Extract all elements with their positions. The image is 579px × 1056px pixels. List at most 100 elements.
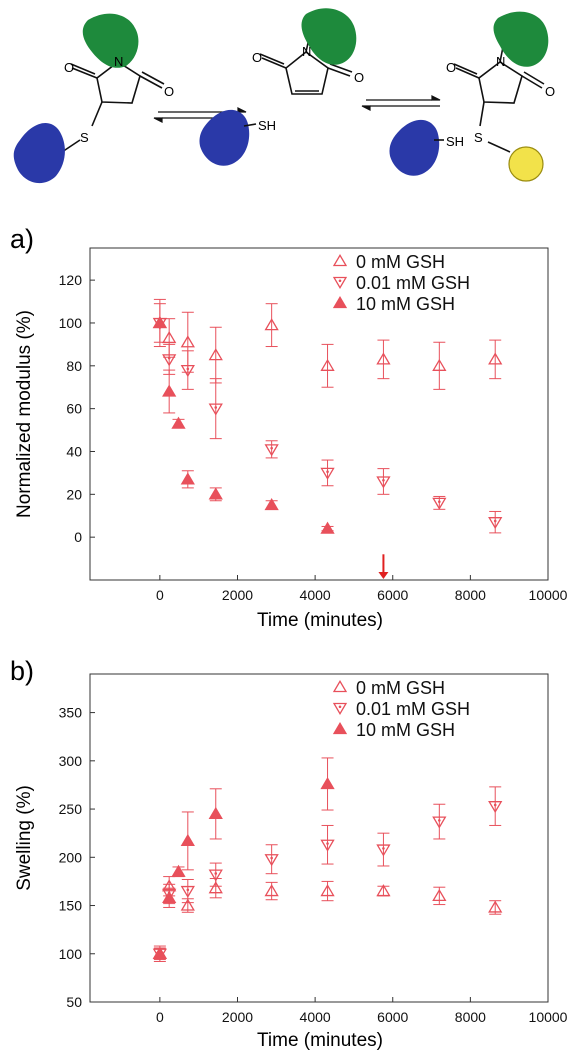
carbonyl-bond-left-1	[71, 67, 98, 79]
annotations-a	[378, 554, 389, 579]
x-axis-label-b: Time (minutes)	[257, 1030, 383, 1051]
series-b-1	[152, 786, 503, 961]
y-ticks-a: 0 20 40 60 80 100 120	[59, 272, 95, 545]
y-tick-label-a-1: 20	[66, 486, 82, 502]
data-point-a-0-8	[488, 352, 503, 365]
x-tick-label-a-4: 8000	[455, 587, 486, 603]
x-tick-label-b-4: 8000	[455, 1009, 486, 1025]
blue-polymer-blob-left	[13, 122, 65, 184]
nitrogen-label-right: N	[496, 54, 505, 69]
y-axis-label-b: Swelling (%)	[14, 785, 35, 891]
data-point-b-0-6	[376, 884, 391, 897]
y-axis-label-a: Normalized modulus (%)	[14, 310, 35, 518]
oxygen-label-right-1: O	[446, 60, 456, 75]
legend-label-a-0: 0 mM GSH	[356, 252, 445, 272]
legend-label-b-0: 0 mM GSH	[356, 678, 445, 698]
s-linker-left	[91, 101, 103, 127]
legend-label-b-1: 0.01 mM GSH	[356, 699, 470, 719]
green-polymer-blob-middle	[301, 8, 357, 65]
panel-label-a: a)	[10, 224, 34, 254]
legend-marker-a-1-dot	[338, 279, 342, 283]
data-point-b-1-5	[320, 839, 335, 852]
panel-label-b: b)	[10, 656, 34, 686]
data-point-b-1-3	[208, 869, 223, 882]
oxygen-label-mid-1: O	[252, 50, 262, 65]
series-a-2	[152, 315, 335, 534]
x-axis-label-a: Time (minutes)	[257, 610, 383, 631]
data-point-a-1-7	[432, 497, 447, 510]
data-point-a-1-2	[180, 364, 195, 378]
x-tick-label-b-2: 4000	[300, 1009, 331, 1025]
y-tick-label-a-6: 120	[59, 272, 83, 288]
blue-polymer-blob-right	[389, 119, 440, 176]
legend-label-b-2: 10 mM GSH	[356, 720, 455, 740]
x-tick-label-b-1: 2000	[222, 1009, 253, 1025]
reaction-scheme: O O N S O O N SH	[13, 8, 555, 184]
x-tick-label-a-0: 0	[156, 587, 164, 603]
data-point-a-0-2	[180, 335, 195, 348]
y-tick-label-a-2: 40	[66, 443, 82, 459]
y-tick-label-a-5: 100	[59, 315, 83, 331]
data-point-b-0-7	[432, 888, 447, 902]
y-tick-label-b-5: 300	[59, 753, 83, 769]
data-point-a-1-1	[162, 354, 177, 367]
nitrogen-label-mid: N	[302, 44, 311, 59]
sulfur-label-left: S	[80, 130, 89, 145]
x-tick-label-a-3: 6000	[377, 587, 408, 603]
legend-label-a-1: 0.01 mM GSH	[356, 273, 470, 293]
data-point-b-1-6-dot	[382, 847, 385, 850]
data-point-b-1-6	[376, 844, 391, 857]
x-tick-label-b-5: 10000	[529, 1009, 568, 1025]
data-point-b-1-8	[488, 801, 503, 814]
thiol-label-mid: SH	[258, 118, 276, 133]
data-point-a-1-3	[208, 403, 223, 416]
legend-marker-b-0	[332, 680, 348, 693]
x-tick-label-a-2: 4000	[300, 587, 331, 603]
data-point-b-2-2	[171, 864, 186, 877]
data-point-b-1-4-dot	[270, 856, 273, 860]
oxygen-label-left-1: O	[64, 60, 74, 75]
plot-frame-a	[89, 247, 549, 581]
data-point-a-0-6	[376, 352, 391, 365]
series-b-0	[152, 876, 503, 962]
legend-marker-b-2	[332, 722, 348, 735]
x-tick-label-b-3: 6000	[377, 1009, 408, 1025]
data-point-a-0-4	[264, 318, 279, 331]
data-point-a-0-7	[432, 358, 447, 371]
x-tick-label-a-1: 2000	[222, 587, 253, 603]
data-point-a-0-1	[162, 330, 177, 344]
data-point-b-0-5	[320, 884, 335, 897]
data-point-a-1-8	[488, 517, 503, 530]
y-tick-label-b-4: 250	[59, 801, 83, 817]
nitrogen-label-left: N	[114, 54, 123, 69]
legend-marker-b-1-dot	[338, 705, 342, 709]
data-point-b-1-3-dot	[214, 872, 218, 875]
data-point-a-2-1	[162, 384, 177, 397]
data-point-b-2-1	[162, 890, 177, 903]
x-ticks-a: 0 2000 4000 6000 8000 10000	[156, 575, 568, 603]
y-tick-label-a-0: 0	[74, 529, 82, 545]
data-point-b-2-3	[180, 833, 195, 847]
series-b	[152, 757, 503, 962]
series-a-1	[152, 303, 503, 534]
data-point-b-1-7	[432, 816, 447, 829]
oxygen-label-mid-2: O	[354, 70, 364, 85]
data-point-a-1-6	[376, 476, 391, 489]
y-tick-label-a-3: 60	[66, 401, 82, 417]
data-point-b-2-4	[208, 806, 223, 820]
data-point-a-1-6-dot	[382, 478, 385, 482]
data-point-a-1-2-dot	[186, 367, 190, 371]
maleimide-ring	[285, 50, 329, 95]
data-point-a-2-4	[208, 487, 223, 500]
exchanged-conjugate	[453, 41, 545, 153]
data-point-b-2-0	[152, 946, 168, 959]
chart-b-swelling: b) 0 2000 4000 6000 8000 10000 50 100 150 200 250…	[10, 656, 568, 1051]
data-point-b-0-4	[264, 884, 279, 897]
y-tick-label-b-3: 200	[59, 849, 83, 865]
data-point-a-2-2	[171, 416, 186, 429]
series-a-0	[152, 298, 503, 390]
legend-marker-b-1	[332, 702, 348, 715]
data-point-a-1-5-dot	[326, 470, 329, 474]
data-point-a-1-4-dot	[270, 446, 273, 450]
